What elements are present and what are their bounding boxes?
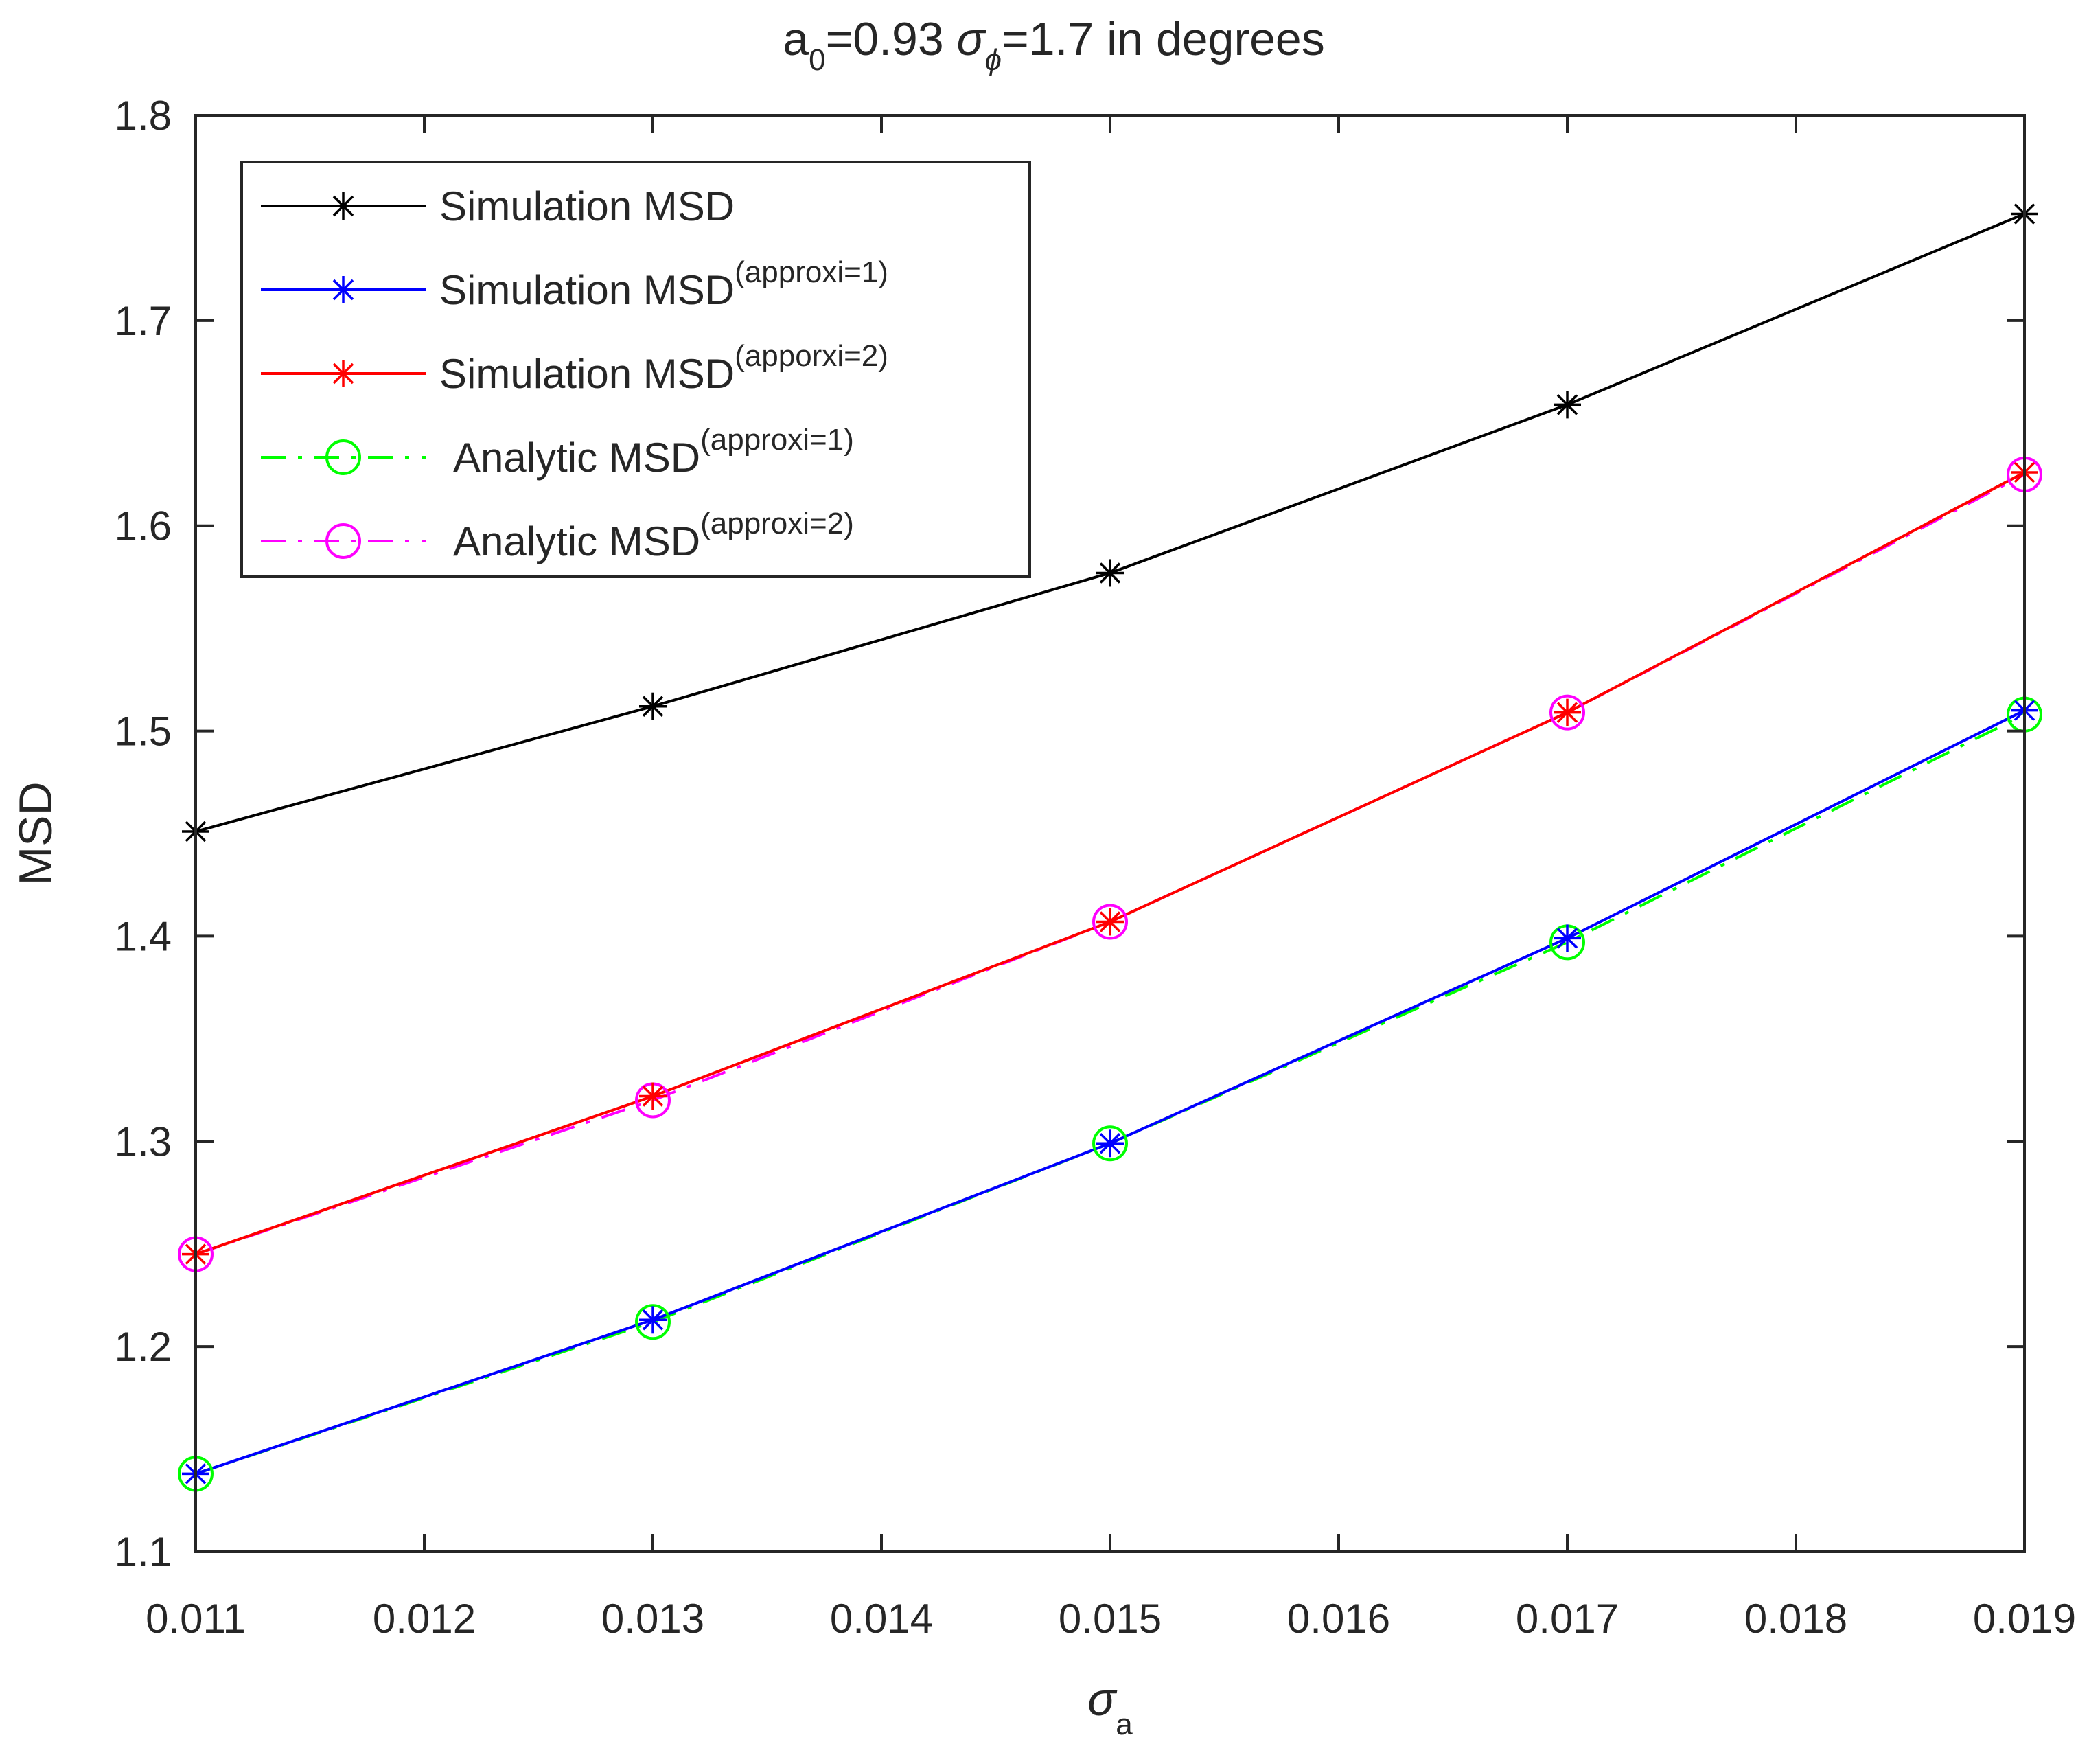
series-2-point (639, 1082, 667, 1110)
series-1-point (1096, 1129, 1124, 1158)
series-0-point (639, 692, 667, 720)
y-tick-label: 1.7 (115, 298, 172, 344)
series-1-point (639, 1306, 667, 1334)
series-1-point (1554, 924, 1581, 952)
title-sigma: σ (957, 13, 987, 65)
title-sigma-sub: ϕ (985, 43, 1002, 77)
series-3-point (635, 1304, 671, 1340)
legend-box (240, 161, 1031, 578)
y-tick-label: 1.3 (115, 1119, 172, 1165)
legend-sup-2: (apporxi=2) (735, 339, 888, 373)
y-tick-label: 1.4 (115, 913, 172, 959)
axis-ticks: 0.011 0.012 0.013 0.014 0.015 0.016 0.017 0.018… (115, 93, 2077, 1642)
legend-name-4: Analytic MSD (453, 518, 700, 564)
legend-marker-0 (330, 192, 357, 220)
legend-marker-1 (330, 276, 357, 303)
x-tick-label: 0.018 (1744, 1596, 1847, 1642)
legend-sup-3: (approxi=1) (700, 423, 854, 457)
legend-name-1: Simulation MSD (439, 267, 735, 313)
title-suffix: =1.7 in degrees (1002, 13, 1325, 65)
x-axis-sigma: σ (1087, 1673, 1118, 1725)
legend-label-2: Simulation MSD(apporxi=2) (439, 339, 888, 397)
y-tick-label: 1.8 (115, 93, 172, 139)
legend-label-1: Simulation MSD(approxi=1) (439, 255, 888, 313)
series-0-point (1554, 391, 1581, 419)
title-prefix: a (783, 13, 809, 65)
series-3-point (1092, 1125, 1128, 1162)
y-tick-label: 1.5 (115, 709, 172, 755)
legend-name-3: Analytic MSD (453, 435, 700, 481)
legend-marker-3 (325, 439, 361, 475)
plot-area (178, 200, 2042, 1492)
series-4-point (1092, 904, 1128, 940)
y-tick-label: 1.1 (115, 1529, 172, 1575)
legend-label-4: Analytic MSD(approxi=2) (453, 507, 854, 564)
title-mid: =0.93 (826, 13, 957, 65)
x-axis-label: σa (1087, 1673, 1133, 1741)
legend-marker-4 (325, 523, 361, 559)
legend-label-3: Analytic MSD(approxi=1) (453, 423, 854, 481)
legend-sup-1: (approxi=1) (735, 255, 888, 289)
series-4-point (1549, 694, 1585, 731)
series-line-1 (195, 709, 2025, 1476)
legend-name-2: Simulation MSD (439, 351, 735, 397)
series-0-point (1096, 559, 1124, 587)
title-sub: 0 (809, 43, 825, 77)
x-tick-label: 0.016 (1287, 1596, 1390, 1642)
x-tick-label: 0.014 (830, 1596, 933, 1642)
chart-title: a0=0.93 σϕ=1.7 in degrees (783, 13, 1324, 77)
series-2-point (1554, 698, 1581, 726)
x-tick-label: 0.012 (373, 1596, 476, 1642)
y-tick-label: 1.2 (115, 1324, 172, 1370)
legend-sup-4: (approxi=2) (700, 507, 854, 540)
legend-label-0: Simulation MSD (439, 183, 735, 229)
y-tick-label: 1.6 (115, 503, 172, 549)
legend-marker-2 (330, 360, 357, 387)
series-2-point (1096, 908, 1124, 936)
legend-name-0: Simulation MSD (439, 183, 735, 229)
x-tick-label: 0.019 (1973, 1596, 2076, 1642)
x-axis-sub: a (1116, 1708, 1133, 1741)
series-line-3 (195, 713, 2025, 1476)
x-tick-label: 0.011 (146, 1596, 246, 1642)
y-axis-label: MSD (10, 781, 62, 885)
x-tick-label: 0.017 (1516, 1596, 1619, 1642)
x-tick-label: 0.015 (1059, 1596, 1162, 1642)
x-tick-label: 0.013 (601, 1596, 704, 1642)
